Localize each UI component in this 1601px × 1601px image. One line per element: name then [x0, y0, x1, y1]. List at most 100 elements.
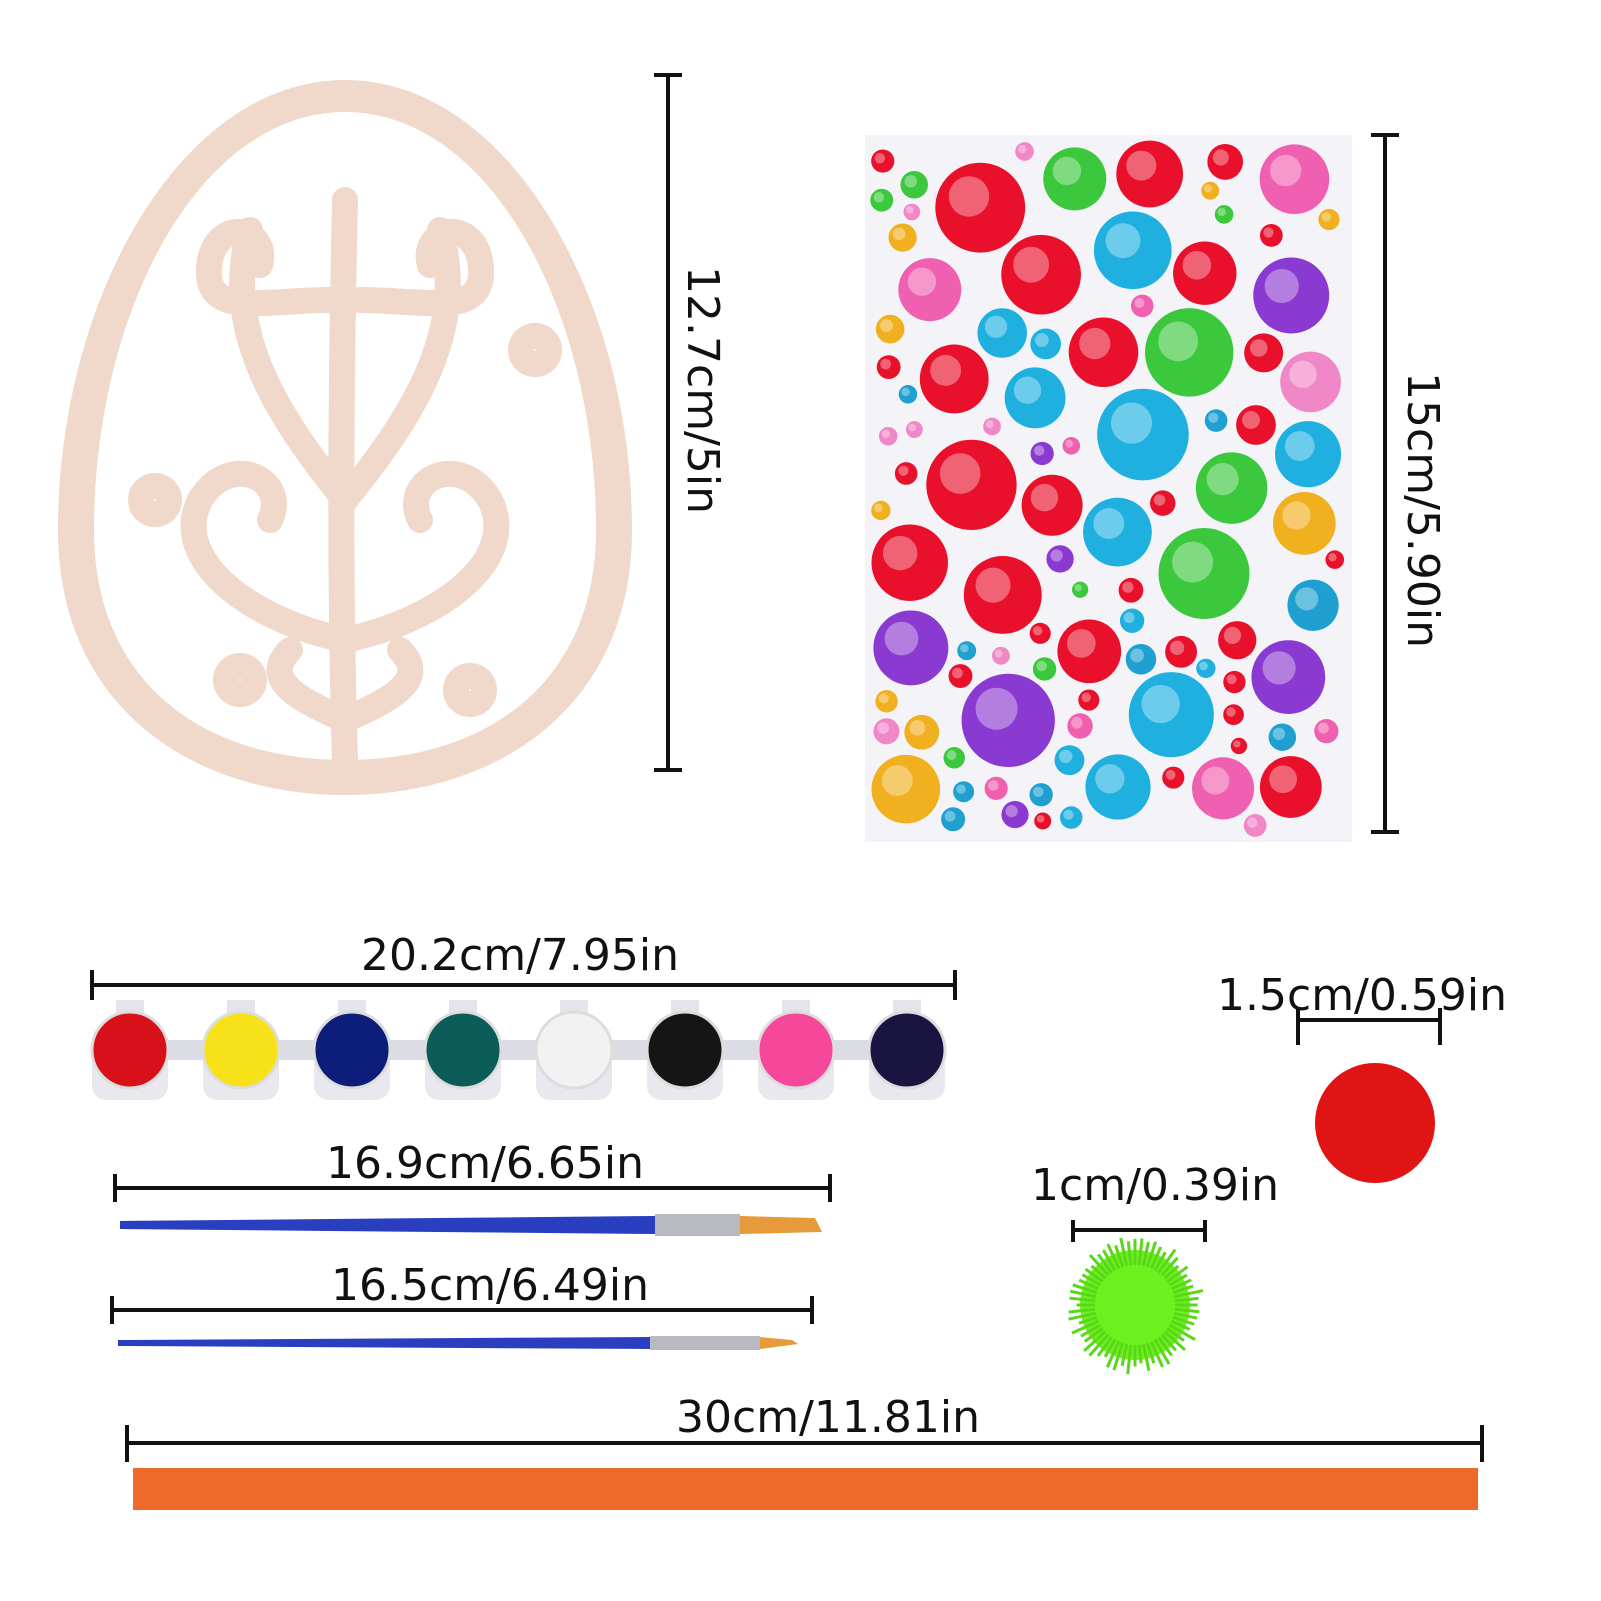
- pom-fiber: [1106, 1243, 1121, 1270]
- gem-shine: [1226, 674, 1237, 685]
- pom-fiber: [1069, 1296, 1096, 1303]
- gem: [1059, 806, 1083, 829]
- gem: [1078, 689, 1100, 711]
- pom-fiber: [1112, 1342, 1125, 1371]
- gem: [870, 188, 894, 212]
- pot-paint: [201, 1010, 281, 1090]
- pom-fiber: [1068, 1311, 1097, 1321]
- pom-fiber: [1172, 1315, 1195, 1326]
- gem-shine: [1036, 660, 1047, 672]
- pom-fiber: [1173, 1311, 1198, 1320]
- gem: [1243, 814, 1267, 837]
- pom-fiber: [1083, 1330, 1107, 1352]
- gem-shine: [1289, 360, 1317, 389]
- gem-shine: [1217, 207, 1226, 217]
- ribbon-size-label: 30cm/11.81in: [676, 1392, 980, 1443]
- gem-shine: [1032, 625, 1043, 636]
- pom-fiber: [1120, 1343, 1129, 1367]
- gem-shine: [1105, 223, 1141, 259]
- pot-paint: [312, 1010, 392, 1090]
- gem-shine: [873, 192, 885, 203]
- gem: [1314, 719, 1339, 744]
- pom-fiber: [1137, 1344, 1143, 1364]
- gem: [871, 524, 948, 601]
- gem-shine: [904, 175, 917, 188]
- gem: [941, 807, 966, 832]
- gem: [953, 781, 975, 803]
- gem-shine: [1013, 246, 1050, 283]
- pot-paint: [645, 1010, 725, 1090]
- gem-shine: [1172, 541, 1214, 583]
- gem-shine: [946, 750, 957, 760]
- gem: [961, 673, 1055, 768]
- gem: [873, 718, 900, 745]
- gem-shine: [1295, 587, 1319, 611]
- gem: [1230, 737, 1248, 755]
- gem-shine: [1063, 809, 1074, 820]
- gem: [898, 258, 962, 322]
- pom-fiber: [1084, 1267, 1104, 1283]
- pom-fiber: [1157, 1248, 1177, 1274]
- gem-shine: [1284, 431, 1315, 461]
- pom-fiber: [1088, 1333, 1110, 1357]
- gem: [1272, 491, 1336, 555]
- gem: [1259, 144, 1330, 214]
- brush-2: [118, 1336, 798, 1350]
- gem: [1204, 409, 1228, 432]
- gem-shine: [906, 206, 914, 214]
- pom-fiber: [1149, 1340, 1164, 1368]
- gem-shine: [956, 784, 966, 794]
- gem: [888, 223, 917, 252]
- pom-fiber: [1126, 1241, 1133, 1266]
- gem-shine: [944, 810, 956, 822]
- egg-size-label: 12.7cm/5in: [677, 266, 728, 514]
- brush-2-dimension: [110, 1296, 814, 1324]
- gem-shine: [1269, 765, 1298, 794]
- paint-size-label: 20.2cm/7.95in: [361, 930, 679, 981]
- pom-fiber: [1068, 1307, 1096, 1314]
- pom-fiber: [1071, 1319, 1100, 1335]
- gem: [1119, 608, 1145, 633]
- gem: [1268, 723, 1297, 751]
- gem: [1145, 308, 1234, 397]
- pom-fiber: [1097, 1253, 1113, 1274]
- pom-fiber: [1102, 1249, 1117, 1272]
- pom-fiber: [1096, 1336, 1113, 1357]
- gem-shine: [1071, 717, 1083, 729]
- gem: [935, 162, 1026, 253]
- gem-shine: [1033, 445, 1045, 456]
- gem: [875, 690, 898, 713]
- gem: [991, 646, 1010, 665]
- pom-fiber: [1078, 1278, 1100, 1291]
- gem: [871, 500, 891, 521]
- gem-shine: [1110, 402, 1153, 444]
- pom-fiber: [1081, 1273, 1102, 1287]
- gem: [1259, 756, 1322, 818]
- gem: [1021, 474, 1083, 536]
- gem: [1162, 766, 1185, 789]
- pom-fiber: [1163, 1264, 1180, 1280]
- gem: [926, 439, 1017, 531]
- gem: [1034, 812, 1052, 830]
- gem: [1118, 577, 1144, 603]
- gem-shine: [1034, 333, 1049, 347]
- gem-shine: [1059, 749, 1073, 764]
- gem-shine: [1321, 212, 1332, 222]
- gem: [1083, 497, 1152, 567]
- gem-shine: [1158, 321, 1199, 362]
- gem: [1207, 144, 1244, 180]
- gem: [903, 203, 921, 221]
- gem: [1054, 745, 1085, 776]
- gem-shine: [908, 423, 917, 432]
- gem-shine: [1263, 227, 1274, 238]
- gem-shine: [1074, 584, 1082, 592]
- gem: [1192, 757, 1255, 820]
- gem: [1218, 621, 1257, 660]
- gem-shine: [1066, 629, 1096, 658]
- gem: [1015, 142, 1034, 161]
- gem-shine: [901, 387, 910, 397]
- gem: [1196, 658, 1216, 679]
- gem-shine: [880, 319, 893, 332]
- pom-fiber: [1103, 1338, 1117, 1358]
- gem: [948, 664, 973, 688]
